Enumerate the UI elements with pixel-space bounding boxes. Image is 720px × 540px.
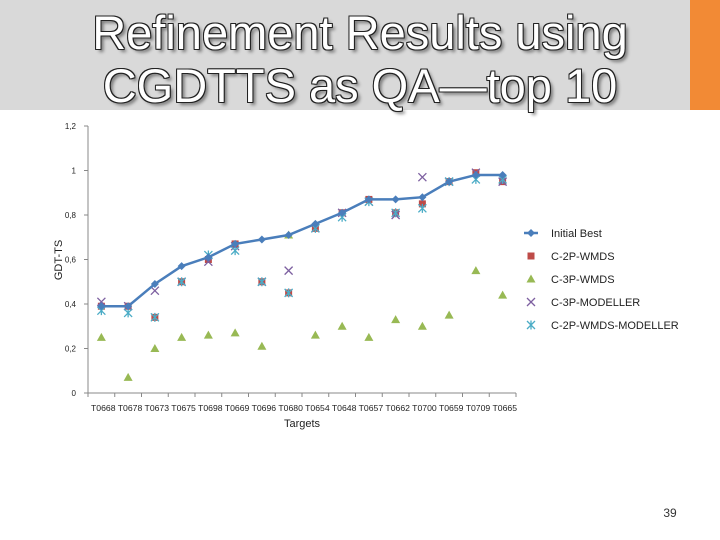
data-point [231, 239, 240, 248]
series-c-2p-wmds [97, 169, 507, 321]
data-point [337, 321, 347, 330]
data-point [150, 312, 160, 322]
y-axis-ticks: 0 0,2 0,4 0,6 0,8 1 1,2 [65, 122, 88, 398]
data-point [230, 328, 240, 337]
data-point [498, 290, 508, 299]
data-point [123, 372, 133, 381]
legend[interactable]: Initial Best C-2P-WMDS C-3P-WMDS C-3P-MODEL… [524, 228, 679, 332]
data-point [204, 253, 213, 262]
slide-title: Refinement Results using CGDTTS as QA—to… [0, 6, 720, 112]
data-point [284, 266, 294, 276]
legend-label: C-3P-WMDS [551, 274, 615, 286]
legend-label: C-3P-MODELLER [551, 297, 640, 309]
data-point [444, 310, 454, 319]
data-point [150, 279, 159, 288]
data-point [257, 235, 266, 244]
data-point [471, 170, 480, 179]
legend-marker [526, 297, 536, 307]
data-point [124, 302, 133, 311]
data-point [150, 344, 160, 352]
y-tick-label: 0,2 [65, 345, 77, 354]
data-point [203, 330, 213, 339]
data-point [284, 231, 293, 240]
series-c-2p-wmds-modeller [96, 174, 508, 322]
y-tick-label: 0,8 [65, 211, 77, 220]
legend-marker [526, 274, 536, 283]
data-point [96, 332, 106, 341]
data-point [364, 332, 374, 341]
legend-label: Initial Best [551, 228, 602, 240]
x-axis-ticks: T0668 T0678 T0673 T0675 T0698 T0669 T069… [87, 393, 518, 413]
legend-item[interactable]: C-2P-WMDS-MODELLER [526, 320, 679, 332]
data-point [311, 219, 320, 228]
series-layer [96, 168, 508, 381]
series-c-3p-modeller [96, 168, 508, 311]
data-point [284, 288, 294, 298]
title-band [0, 0, 690, 110]
data-point [177, 262, 186, 271]
y-tick-label: 0,4 [65, 300, 77, 309]
legend-marker [527, 229, 535, 237]
legend-marker [526, 320, 536, 330]
page-number: 39 [663, 506, 677, 520]
data-point [498, 170, 507, 179]
data-point [97, 302, 106, 311]
slide-title-line-1: Refinement Results using [92, 6, 628, 59]
data-point [417, 321, 427, 330]
data-point [257, 341, 267, 350]
data-point [417, 203, 427, 213]
legend-item[interactable]: C-2P-WMDS [527, 251, 615, 263]
data-point [418, 193, 427, 202]
y-tick-label: 0 [72, 389, 77, 398]
y-tick-label: 1,2 [65, 122, 77, 131]
x-axis-label: Targets [284, 418, 321, 430]
data-point [364, 195, 373, 204]
data-point [177, 277, 187, 287]
slide-title-line-2: CGDTTS as QA—top 10 [102, 59, 618, 112]
data-point [391, 195, 400, 204]
data-point [391, 208, 401, 218]
y-tick-label: 1 [72, 167, 77, 176]
data-point [150, 286, 160, 296]
legend-label: C-2P-WMDS-MODELLER [551, 320, 679, 332]
data-point [471, 266, 481, 275]
data-point [391, 315, 401, 324]
accent-bar [690, 0, 720, 110]
y-tick-label: 0,6 [65, 256, 77, 265]
legend-item[interactable]: C-3P-WMDS [526, 274, 615, 286]
series-line [101, 173, 503, 308]
chart-axes [87, 126, 516, 394]
x-tick-labels: T0668 T0678 T0673 T0675 T0698 T0669 T069… [91, 404, 518, 413]
data-point [417, 172, 427, 182]
data-point [445, 177, 454, 186]
legend-marker [527, 252, 535, 260]
series-c-3p-wmds [96, 230, 508, 381]
data-point [310, 330, 320, 339]
legend-item[interactable]: C-3P-MODELLER [526, 297, 640, 309]
legend-label: C-2P-WMDS [551, 251, 615, 263]
data-point [338, 208, 347, 217]
data-point [257, 277, 267, 287]
data-point [96, 297, 106, 307]
data-point [177, 332, 187, 341]
series-initial-best [97, 170, 507, 311]
y-axis-label: GDT-TS [53, 240, 65, 280]
legend-item[interactable]: Initial Best [524, 228, 602, 240]
